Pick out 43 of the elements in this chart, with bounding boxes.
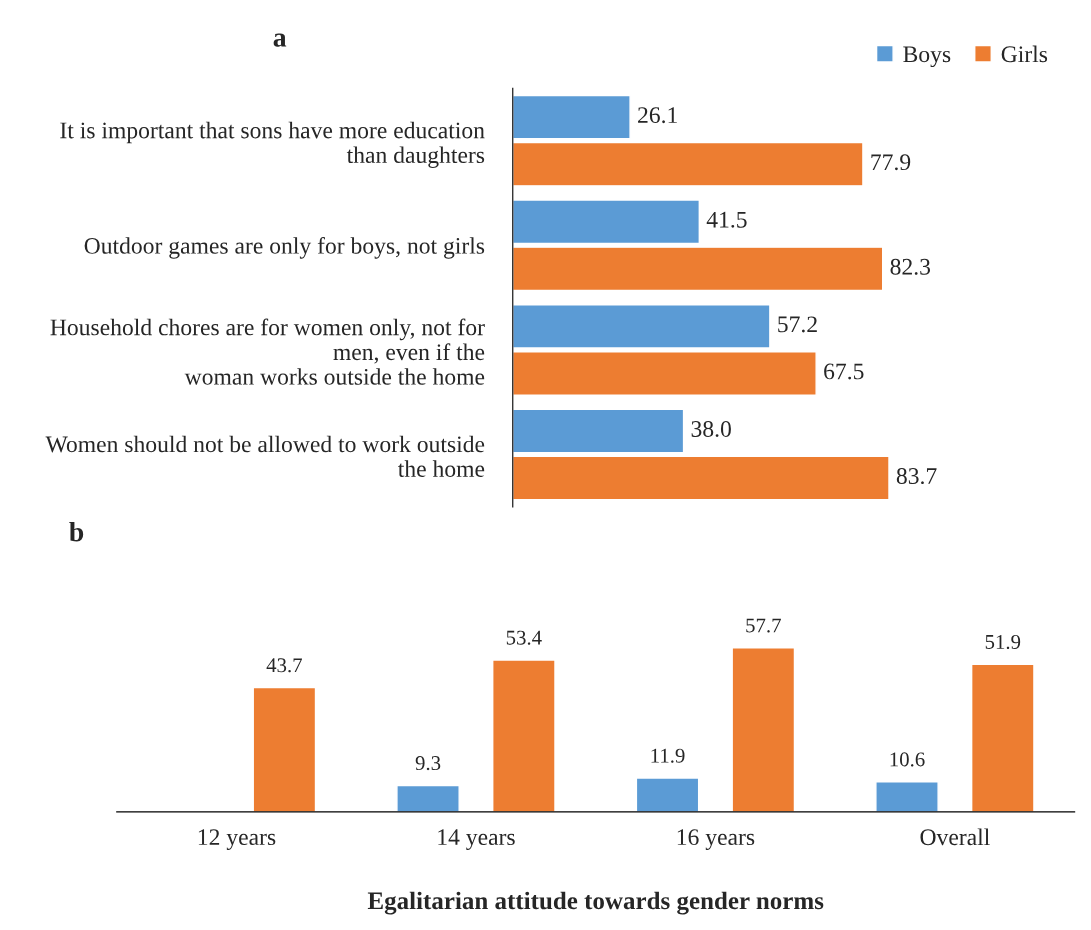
data-label: 43.7 — [266, 658, 302, 673]
data-label: 9.3 — [415, 756, 441, 771]
x-axis-title: Egalitarian attitude towards gender norms — [367, 891, 824, 915]
bar — [512, 351, 817, 396]
data-label: 11.9 — [651, 748, 685, 763]
bar — [731, 647, 796, 812]
data-label: 77.9 — [871, 154, 911, 171]
bar — [396, 784, 460, 812]
data-label: 57.2 — [778, 316, 817, 333]
bar — [252, 686, 317, 812]
bar — [512, 455, 890, 501]
x-tick-label: 16 years — [677, 829, 755, 850]
x-tick-label: 14 years — [438, 829, 515, 850]
data-label: 38.0 — [691, 420, 731, 438]
text: a — [273, 33, 287, 47]
y-tick-label: Women should not be allowed to work outside the home — [45, 435, 485, 477]
data-label: 53.4 — [506, 630, 542, 645]
data-label: 57.7 — [746, 618, 781, 633]
y-tick-label: Household chores are for women only, not for men, even if the woman works outside the home — [50, 318, 485, 385]
bar — [512, 94, 631, 140]
data-label: 41.5 — [706, 211, 747, 228]
legend-label: Boys — [903, 46, 951, 68]
bar — [970, 663, 1035, 812]
x-tick-label: Overall — [920, 828, 990, 846]
data-label: 51.9 — [985, 634, 1021, 650]
bar — [492, 659, 556, 812]
legend-label: Girls — [1001, 45, 1048, 63]
bar — [512, 246, 884, 292]
y-tick-label: Outdoor games are only for boys, not girls — [84, 236, 485, 259]
y-tick-label: It is important that sons have more education than daughters — [60, 121, 485, 168]
data-label: 10.6 — [890, 752, 925, 767]
bar — [512, 199, 700, 245]
x-tick-label: 12 years — [198, 829, 276, 850]
bar — [512, 408, 685, 454]
bar — [875, 781, 939, 812]
data-label: 83.7 — [896, 468, 937, 485]
data-label: 82.3 — [890, 258, 931, 275]
bar — [512, 141, 864, 187]
data-label: 26.1 — [638, 107, 677, 124]
data-label: 67.5 — [824, 363, 864, 380]
chart-title: b — [69, 521, 84, 542]
bar — [512, 304, 771, 349]
bar — [635, 777, 700, 812]
